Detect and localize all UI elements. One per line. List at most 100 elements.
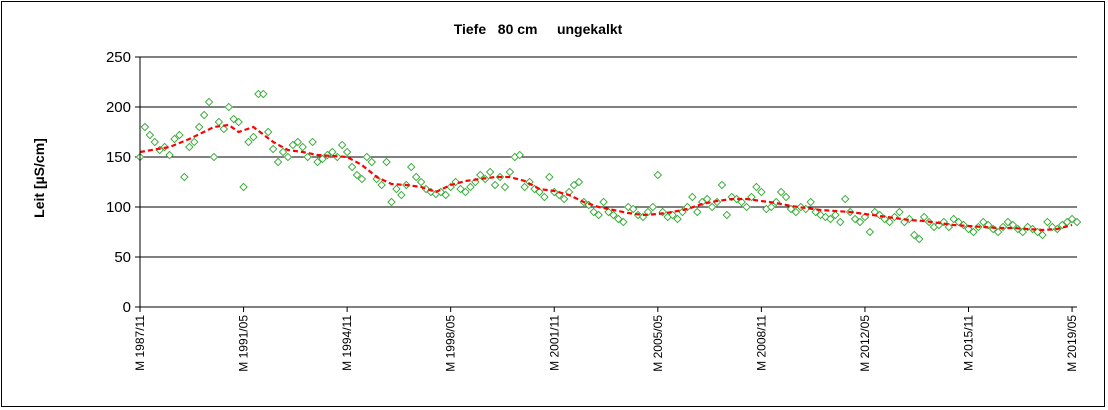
data-point <box>505 167 515 177</box>
data-point <box>535 187 544 197</box>
data-point <box>140 122 150 132</box>
data-point <box>170 134 179 144</box>
data-point <box>732 194 741 204</box>
data-point <box>850 214 860 224</box>
data-point <box>604 207 613 217</box>
data-point <box>283 152 293 162</box>
data-point <box>910 230 919 240</box>
data-point <box>742 202 751 212</box>
data-point <box>993 227 1003 237</box>
data-point <box>461 187 470 197</box>
data-point <box>1008 220 1018 230</box>
data-point <box>303 152 312 162</box>
data-point <box>416 177 426 187</box>
data-point <box>919 212 929 222</box>
data-point <box>1018 227 1027 237</box>
data-point <box>490 180 500 190</box>
data-point <box>697 197 707 207</box>
data-point <box>466 182 475 192</box>
data-point <box>954 217 963 227</box>
data-point <box>426 187 436 197</box>
data-point <box>855 217 865 227</box>
data-point <box>387 197 396 207</box>
data-point <box>234 117 243 127</box>
data-point <box>199 110 209 120</box>
data-point <box>737 197 746 207</box>
data-point <box>268 144 278 154</box>
data-point <box>165 150 174 160</box>
data-point <box>244 137 253 147</box>
data-point <box>707 202 717 212</box>
data-point <box>259 89 268 99</box>
data-point <box>476 170 485 180</box>
data-point <box>263 127 273 137</box>
data-point <box>979 217 988 227</box>
data-point <box>589 207 598 217</box>
data-point <box>347 162 357 172</box>
data-point <box>781 192 791 202</box>
data-point <box>540 192 549 202</box>
data-point <box>318 154 327 164</box>
data-point <box>407 162 416 172</box>
data-point <box>826 214 835 224</box>
data-point <box>757 187 766 197</box>
data-point <box>831 210 840 220</box>
data-point <box>456 184 465 194</box>
x-tick-label: M 2001/11 <box>547 315 561 371</box>
data-point <box>776 187 786 197</box>
grid-lines <box>140 56 1077 258</box>
data-point <box>372 174 381 184</box>
data-point <box>559 194 569 204</box>
y-tick-label: 0 <box>123 299 131 316</box>
data-point <box>545 172 554 182</box>
data-point <box>249 132 258 142</box>
x-tick-label: M 2015/11 <box>962 315 976 371</box>
data-point <box>219 124 229 134</box>
data-point <box>308 137 317 147</box>
trend-line <box>139 123 1073 232</box>
data-point <box>594 210 603 220</box>
data-point <box>441 190 450 200</box>
data-point <box>673 214 682 224</box>
data-point <box>313 157 322 167</box>
y-axis-label: Leit [µS/cm] <box>31 138 47 218</box>
data-point <box>806 197 815 207</box>
data-point <box>609 210 618 220</box>
data-point <box>752 182 761 192</box>
data-point <box>342 147 352 157</box>
data-point <box>969 227 978 237</box>
x-tick-label: M 2005/05 <box>651 315 665 372</box>
data-point <box>411 172 421 182</box>
data-point <box>1043 217 1052 227</box>
data-point <box>239 182 248 192</box>
data-point <box>668 210 677 220</box>
data-point <box>895 207 904 217</box>
data-point <box>875 210 884 220</box>
data-point <box>939 217 949 227</box>
data-point <box>362 152 372 162</box>
x-tick-label: M 2012/05 <box>858 315 872 372</box>
data-point <box>357 174 367 184</box>
data-point <box>900 217 909 227</box>
data-point <box>520 182 529 192</box>
y-tick-label: 200 <box>106 99 131 116</box>
x-tick-label: M 1987/11 <box>133 315 147 371</box>
data-point <box>614 214 623 224</box>
data-point <box>767 202 776 212</box>
data-point <box>485 167 495 177</box>
data-point <box>619 217 628 227</box>
data-point <box>194 122 204 132</box>
data-point <box>185 142 194 152</box>
data-point <box>392 184 401 194</box>
data-point <box>840 194 850 204</box>
x-tick-label: M 1994/11 <box>340 315 354 371</box>
data-point <box>451 177 460 187</box>
x-tick-label: M 2019/05 <box>1065 315 1079 372</box>
axes <box>139 57 1077 308</box>
data-point <box>180 172 189 182</box>
data-point <box>1003 217 1013 227</box>
data-point <box>337 140 347 150</box>
data-point <box>214 117 224 127</box>
